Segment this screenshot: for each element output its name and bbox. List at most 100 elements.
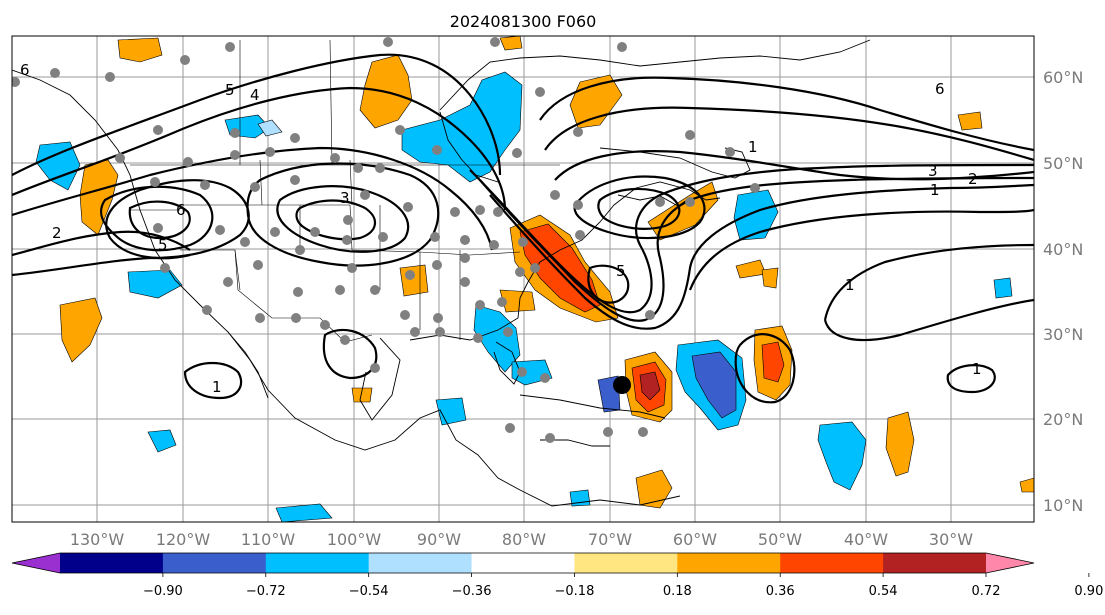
lat-label: 50°N	[1043, 154, 1083, 173]
contour-label: 5	[616, 262, 626, 280]
station-dot	[685, 197, 695, 207]
patch-orange	[79, 159, 119, 236]
station-dot	[200, 180, 210, 190]
patch-red-east	[761, 341, 785, 383]
station-dot	[223, 277, 233, 287]
colorbar-tick-label: 0.90	[1074, 584, 1103, 599]
station-dot	[450, 207, 460, 217]
lon-label: 70°W	[588, 530, 632, 549]
station-dot	[645, 310, 655, 320]
station-dot	[550, 190, 560, 200]
station-dot	[435, 327, 445, 337]
patch-blue	[993, 277, 1013, 299]
colorbar-bin	[471, 553, 575, 573]
contour-label: 1	[212, 378, 222, 396]
patch-blue	[35, 141, 81, 191]
contour-label: 5	[158, 236, 168, 254]
station-dot	[638, 427, 648, 437]
contour-lines	[12, 53, 1034, 404]
station-dot	[295, 245, 305, 255]
contour-label: 3	[928, 162, 938, 180]
station-dot	[505, 423, 515, 433]
station-dot	[493, 207, 503, 217]
colorbar-bin	[60, 553, 164, 573]
colorbar-tick-label: −0.18	[555, 584, 595, 599]
station-markers	[12, 37, 760, 443]
station-dot	[685, 130, 695, 140]
station-dot	[617, 42, 627, 52]
colorbar-tick-label: 0.54	[869, 584, 898, 599]
station-dot	[370, 285, 380, 295]
station-dot	[290, 175, 300, 185]
patch-blue-mid	[691, 351, 737, 419]
station-dot	[180, 55, 190, 65]
contour-label: 2	[968, 170, 978, 188]
station-dot	[518, 237, 528, 247]
colorbar-extend-min	[12, 553, 60, 573]
station-dot	[105, 72, 115, 82]
colorbar-bin	[574, 553, 678, 573]
station-dot	[265, 147, 275, 157]
contour-label: 1	[748, 138, 758, 156]
contour-labels: 6 5 4 3 2 1 6 5 3 2 1 1 1 1 5 6	[20, 61, 982, 396]
contour-label: 5	[225, 81, 235, 99]
patch-blue	[435, 397, 467, 426]
station-dot	[253, 260, 263, 270]
station-dot	[115, 153, 125, 163]
lon-label: 50°W	[758, 530, 802, 549]
station-dot	[573, 200, 583, 210]
station-dot	[360, 190, 370, 200]
patch-blue	[275, 503, 333, 522]
station-dot	[433, 313, 443, 323]
lon-label: 130°W	[70, 530, 125, 549]
patch-blue	[733, 189, 779, 241]
station-dot	[475, 300, 485, 310]
contour-label: 1	[930, 181, 940, 199]
lat-label: 60°N	[1043, 68, 1083, 87]
lon-label: 80°W	[502, 530, 546, 549]
station-dot	[378, 232, 388, 242]
contour-label: 6	[176, 201, 186, 219]
station-dot	[750, 183, 760, 193]
contour-label: 6	[935, 80, 945, 98]
station-dot	[575, 230, 585, 240]
colorbar-tick-label: 0.72	[972, 584, 1001, 599]
patch-orange	[635, 469, 673, 509]
station-dot	[340, 335, 350, 345]
station-dot	[573, 127, 583, 137]
station-dot	[460, 235, 470, 245]
station-dot	[250, 182, 260, 192]
station-dot	[545, 433, 555, 443]
station-dot	[50, 68, 60, 78]
station-dot	[655, 197, 665, 207]
latitude-labels: 60°N 50°N 40°N 30°N 20°N 10°N	[1043, 68, 1083, 515]
lon-label: 90°W	[417, 530, 461, 549]
station-dot	[530, 263, 540, 273]
contour-label: 1	[972, 360, 982, 378]
lon-label: 40°W	[844, 530, 888, 549]
colorbar-tick-label: −0.54	[349, 584, 389, 599]
station-dot	[240, 237, 250, 247]
station-dot	[225, 42, 235, 52]
station-dot	[230, 150, 240, 160]
station-dot	[503, 327, 513, 337]
station-dot	[293, 287, 303, 297]
colorbar-bin	[780, 553, 884, 573]
colorbar-tick-label: 0.18	[663, 584, 692, 599]
station-dot	[343, 215, 353, 225]
lon-label: 60°W	[673, 530, 717, 549]
patch-orange	[885, 411, 915, 477]
patch-orange	[351, 387, 373, 403]
colorbar-tick-label: −0.90	[143, 584, 183, 599]
station-dot	[320, 320, 330, 330]
station-dot	[270, 227, 280, 237]
colorbar-tick-label: 0.36	[766, 584, 795, 599]
station-dot	[342, 235, 352, 245]
station-dot	[489, 240, 499, 250]
station-dot	[460, 277, 470, 287]
station-dot	[725, 147, 735, 157]
lon-label: 30°W	[929, 530, 973, 549]
station-dot	[183, 157, 193, 167]
patch-blue	[257, 119, 283, 137]
station-dot	[230, 128, 240, 138]
